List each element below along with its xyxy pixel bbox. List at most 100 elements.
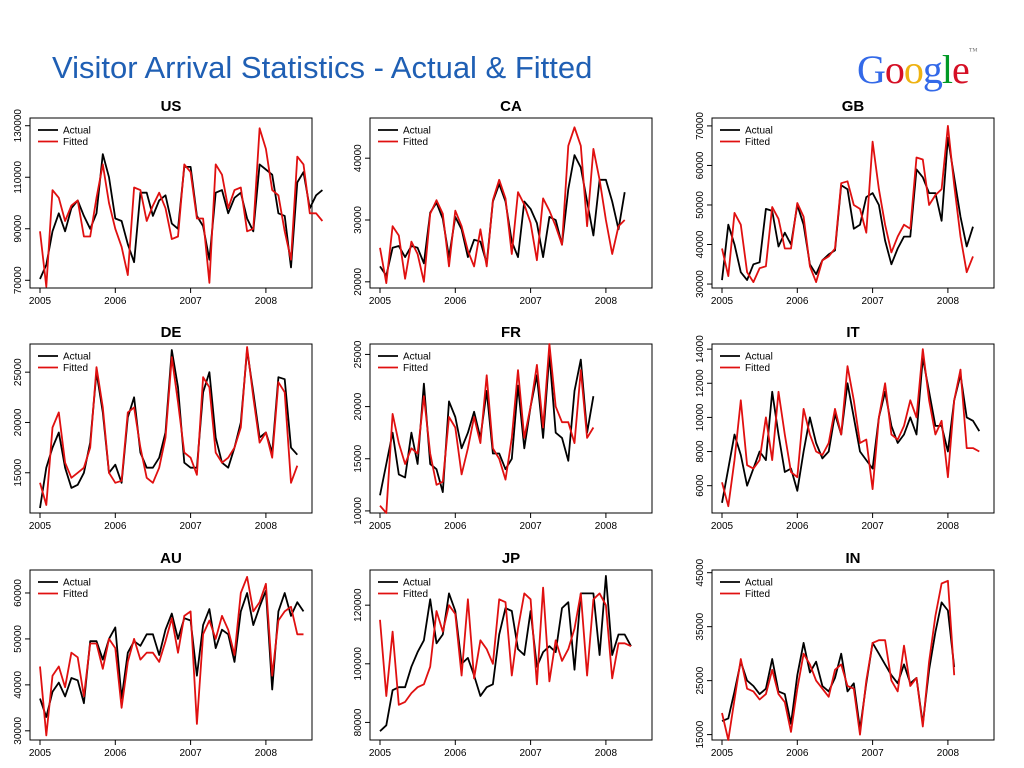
series-line-fitted — [379, 586, 632, 706]
y-tick-label: 45000 — [695, 558, 706, 586]
plot-frame — [29, 569, 313, 741]
series-line-actual — [721, 601, 956, 731]
y-tick-label: 20000 — [353, 392, 364, 420]
x-tick-label: 2008 — [937, 296, 960, 307]
x-tick-label: 2006 — [104, 748, 127, 759]
chart-panel-it: IT 2005 2006 2007 2008 6000 8000 10000 12000 1400… — [695, 324, 995, 532]
series-line-fitted — [721, 125, 974, 284]
x-tick-label: 2005 — [711, 296, 734, 307]
y-tick-label: 20000 — [353, 267, 364, 295]
x-tick-label: 2008 — [937, 521, 960, 532]
slide-title: Visitor Arrival Statistics - Actual & Fi… — [52, 50, 593, 85]
y-tick-label: 15000 — [695, 720, 706, 748]
x-tick-label: 2005 — [711, 748, 734, 759]
x-tick-label: 2005 — [369, 521, 392, 532]
y-tick-label: 60000 — [695, 151, 706, 179]
x-tick-label: 2008 — [255, 521, 278, 532]
y-tick-label: 30000 — [695, 270, 706, 298]
chart-title: GB — [842, 98, 865, 115]
legend-label: Fitted — [63, 589, 88, 600]
chart-panel-de: DE 2005 2006 2007 2008 15000 20000 25000 ActualF… — [13, 324, 313, 532]
series-line-fitted — [721, 348, 980, 508]
legend-label: Actual — [403, 352, 431, 363]
chart-title: FR — [501, 324, 521, 341]
x-tick-label: 2007 — [519, 748, 542, 759]
y-tick-label: 20000 — [13, 408, 24, 436]
series-line-fitted — [379, 343, 595, 514]
trademark-symbol: ™ — [968, 46, 978, 56]
y-tick-label: 60000 — [13, 579, 24, 607]
plot-frame — [369, 117, 653, 289]
y-tick-label: 40000 — [13, 671, 24, 699]
legend-label: Fitted — [403, 589, 428, 600]
logo-letter: o — [903, 47, 924, 92]
plot-frame — [711, 343, 995, 514]
logo-letter: l — [941, 47, 953, 92]
plot-frame — [29, 343, 313, 514]
x-tick-label: 2006 — [786, 521, 809, 532]
y-tick-label: 8000 — [695, 440, 706, 463]
y-tick-label: 120000 — [353, 588, 364, 622]
y-tick-label: 70000 — [695, 112, 706, 140]
legend-label: Fitted — [403, 363, 428, 374]
y-tick-label: 10000 — [353, 497, 364, 525]
x-tick-label: 2006 — [444, 748, 467, 759]
chart-panel-jp: JP 2005 2006 2007 2008 80000 100000 120000 Actua… — [353, 550, 653, 759]
series-line-fitted — [39, 346, 299, 506]
chart-title: DE — [161, 324, 182, 341]
x-tick-label: 2005 — [29, 748, 52, 759]
x-tick-label: 2006 — [786, 748, 809, 759]
y-tick-label: 15000 — [13, 458, 24, 486]
y-tick-label: 80000 — [353, 708, 364, 736]
series-line-actual — [721, 136, 974, 282]
chart-panel-fr: FR 2005 2006 2007 2008 10000 15000 20000 25000 Ac… — [353, 324, 653, 532]
chart-panel-gb: GB 2005 2006 2007 2008 30000 40000 50000 60000 70… — [695, 98, 995, 307]
x-tick-label: 2006 — [786, 296, 809, 307]
logo-letter: G — [857, 47, 886, 92]
x-tick-label: 2006 — [104, 521, 127, 532]
chart-title: US — [161, 98, 182, 115]
y-tick-label: 12000 — [695, 369, 706, 397]
series-line-fitted — [39, 127, 324, 288]
series-line-actual — [379, 353, 595, 496]
y-tick-label: 25000 — [695, 666, 706, 694]
legend-label: Actual — [745, 126, 773, 137]
logo-letter: g — [922, 47, 943, 92]
series-line-actual — [39, 589, 305, 718]
y-tick-label: 130000 — [13, 109, 24, 143]
series-line-actual — [721, 356, 981, 503]
x-tick-label: 2007 — [179, 748, 202, 759]
y-tick-label: 14000 — [695, 335, 706, 363]
legend-label: Actual — [745, 578, 773, 589]
y-tick-label: 35000 — [695, 612, 706, 640]
series-line-fitted — [721, 579, 956, 741]
plot-frame — [369, 569, 653, 741]
chart-title: JP — [502, 550, 520, 567]
legend-label: Actual — [63, 352, 91, 363]
y-tick-label: 100000 — [353, 647, 364, 681]
logo-letter: e — [952, 47, 970, 92]
y-tick-label: 30000 — [13, 716, 24, 744]
logo-letter: o — [884, 47, 905, 92]
x-tick-label: 2005 — [711, 521, 734, 532]
legend-label: Fitted — [403, 137, 428, 148]
x-tick-label: 2006 — [444, 296, 467, 307]
plot-frame — [369, 343, 653, 514]
x-tick-label: 2007 — [861, 296, 884, 307]
x-tick-label: 2007 — [519, 521, 542, 532]
y-tick-label: 40000 — [353, 144, 364, 172]
y-tick-label: 25000 — [13, 358, 24, 386]
y-tick-label: 110000 — [13, 160, 24, 193]
x-tick-label: 2005 — [29, 521, 52, 532]
chart-panel-ca: CA 2005 2006 2007 2008 20000 30000 40000 ActualF… — [353, 98, 653, 307]
x-tick-label: 2008 — [595, 748, 618, 759]
google-logo: Google™ — [857, 46, 978, 93]
chart-title: IN — [846, 550, 861, 567]
legend-label: Fitted — [63, 137, 88, 148]
plot-frame — [711, 569, 995, 741]
x-tick-label: 2008 — [937, 748, 960, 759]
y-tick-label: 30000 — [353, 206, 364, 234]
y-tick-label: 25000 — [353, 340, 364, 368]
x-tick-label: 2007 — [861, 521, 884, 532]
